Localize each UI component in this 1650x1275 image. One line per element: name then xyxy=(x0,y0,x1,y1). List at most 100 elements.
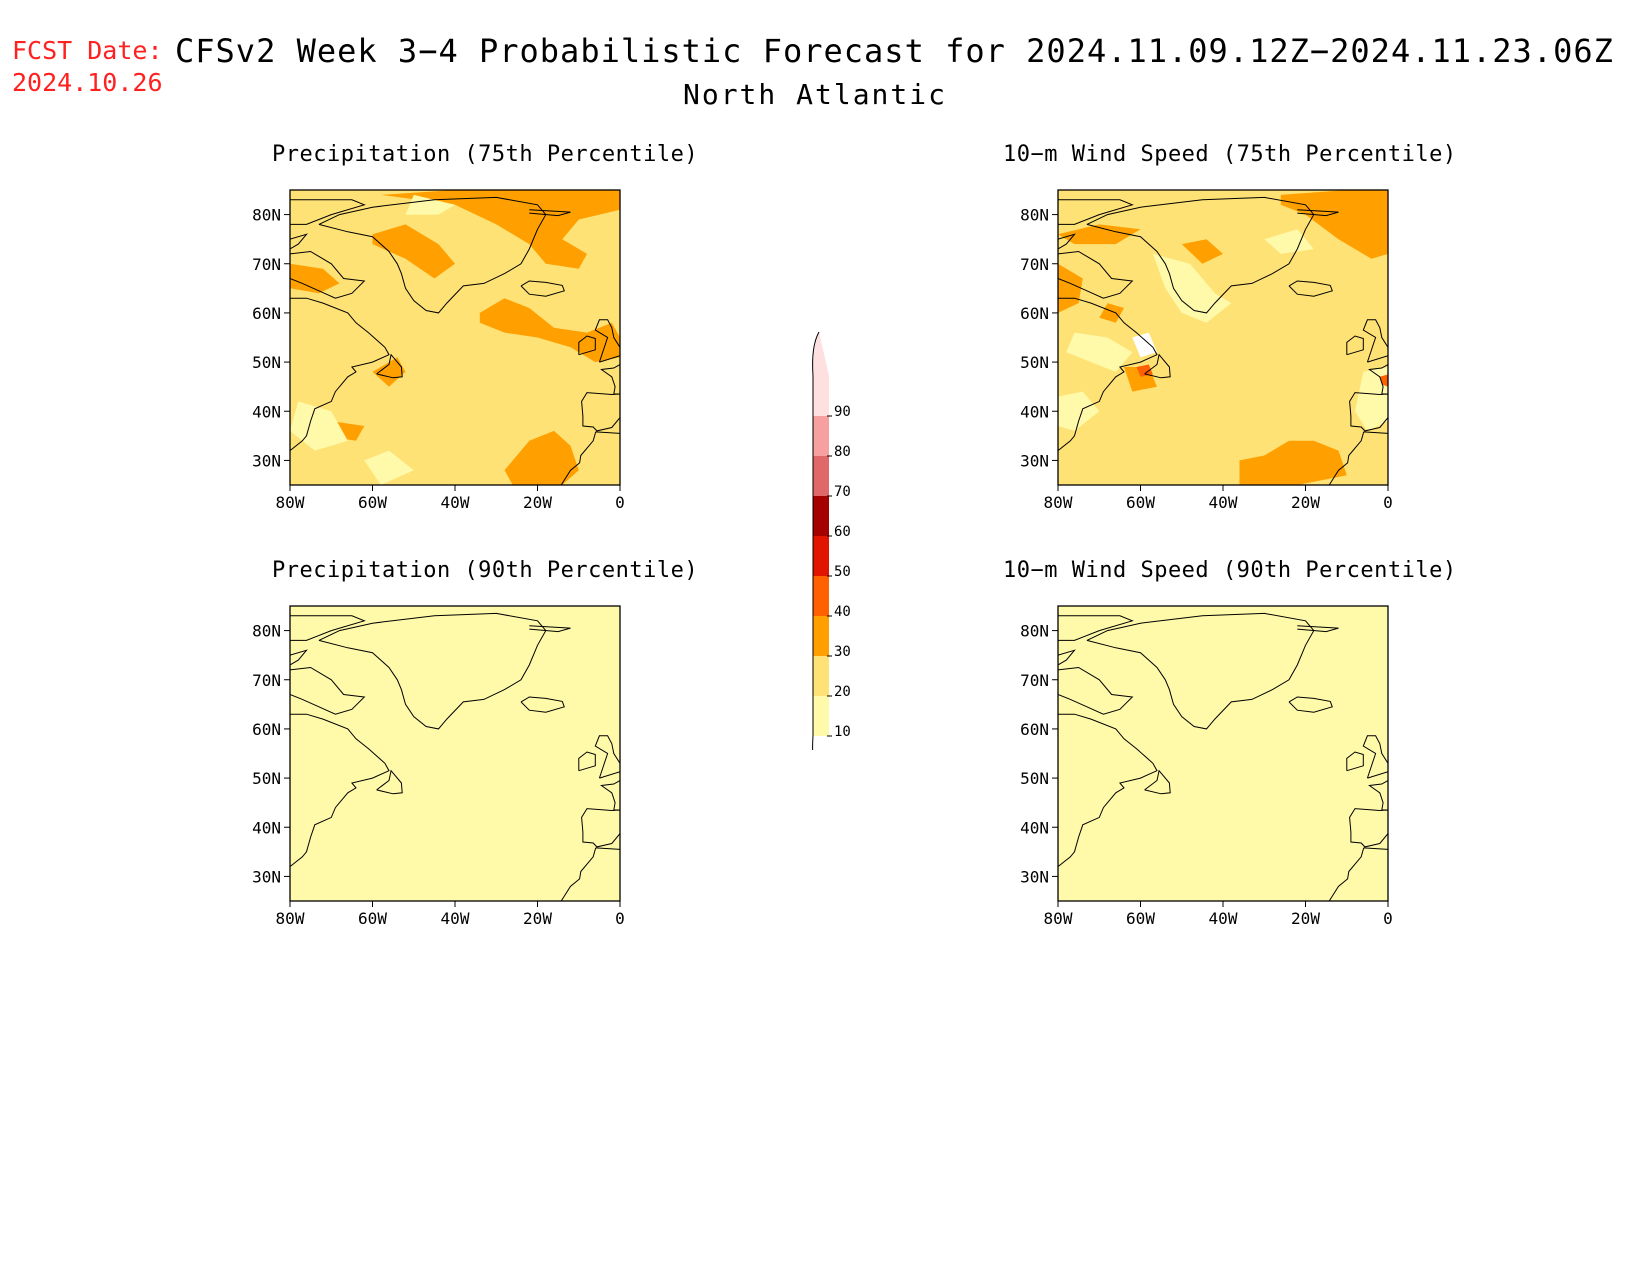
coastline xyxy=(1328,431,1388,485)
prob-below-area xyxy=(1132,332,1157,358)
colorbar-top-cap xyxy=(813,332,829,376)
lon-label: 60W xyxy=(1126,909,1155,928)
prob-10-area xyxy=(1058,851,1100,892)
coastline xyxy=(600,780,620,811)
prob-10-area xyxy=(1058,719,1083,828)
lon-label: 0 xyxy=(1383,909,1393,928)
fcst-date-label: FCST Date: xyxy=(12,36,163,65)
lon-label: 0 xyxy=(1383,493,1393,512)
lon-label: 20W xyxy=(1291,909,1320,928)
colorbar-label: 10 xyxy=(834,724,851,740)
lat-label: 60N xyxy=(1020,304,1049,323)
coastline xyxy=(1144,769,1171,795)
lat-label: 80N xyxy=(1020,206,1049,225)
colorbar-cap-edge xyxy=(812,331,820,377)
prob-30-area xyxy=(479,298,620,363)
lon-label: 20W xyxy=(523,493,552,512)
prob-10-area xyxy=(488,674,587,729)
coastline xyxy=(578,335,596,356)
lat-label: 40N xyxy=(252,402,281,421)
lat-label: 80N xyxy=(252,622,281,641)
lat-label: 80N xyxy=(252,206,281,225)
colorbar-bottom-cap xyxy=(812,735,814,750)
colorbar-label: 20 xyxy=(834,684,851,700)
colorbar-swatch-20 xyxy=(813,656,829,696)
map-precip-75: 80N 70N 60N 50N 40N 30N 80W 60W 40W 20W 0 xyxy=(252,189,625,512)
prob-10-area xyxy=(1206,630,1314,665)
colorbar-label: 70 xyxy=(834,484,851,500)
colorbar-swatch-70 xyxy=(813,456,829,496)
coastline xyxy=(318,612,547,730)
colorbar-label: 30 xyxy=(834,644,851,660)
prob-10-area xyxy=(1058,391,1100,431)
coastline xyxy=(520,280,565,297)
coastline xyxy=(1328,847,1388,901)
prob-10-area xyxy=(521,743,620,877)
prob-30-area xyxy=(372,357,406,387)
prob-30-area xyxy=(1181,239,1223,264)
lon-label: 40W xyxy=(1209,909,1238,928)
coastline xyxy=(290,233,308,250)
map-wind-75: 80N 70N 60N 50N 40N 30N 80W 60W 40W 20W 0 xyxy=(1020,189,1393,512)
colorbar-swatch-40 xyxy=(813,576,829,616)
coastline xyxy=(1058,615,1134,641)
coastline xyxy=(290,250,366,299)
prob-10-area xyxy=(290,738,373,828)
lat-label: 40N xyxy=(1020,818,1049,837)
lat-label: 50N xyxy=(1020,353,1049,372)
coastline xyxy=(1297,209,1339,217)
coastline xyxy=(560,431,620,485)
coastline xyxy=(1346,335,1364,356)
coastline xyxy=(290,666,366,715)
coastline xyxy=(1058,666,1134,715)
panel-title-precip-90: Precipitation (90th Percentile) xyxy=(272,558,699,583)
prob-10-area xyxy=(1231,738,1273,769)
lat-label: 70N xyxy=(1020,255,1049,274)
lat-label: 50N xyxy=(252,769,281,788)
lat-label: 40N xyxy=(252,818,281,837)
coastline xyxy=(290,649,308,666)
coastline xyxy=(1144,353,1171,379)
map-wind-90: 80N 70N 60N 50N 40N 30N 80W 60W 40W 20W 0 xyxy=(1020,605,1393,928)
coastline xyxy=(578,751,596,772)
coastline xyxy=(1288,280,1333,297)
colorbar-label: 80 xyxy=(834,444,851,460)
coastline xyxy=(1058,199,1134,225)
prob-30-area xyxy=(290,263,340,294)
coastline xyxy=(1368,364,1388,395)
coastline xyxy=(600,364,620,395)
prob-10-area xyxy=(290,660,414,720)
coastline xyxy=(1058,233,1076,250)
coastline xyxy=(1086,196,1315,314)
coastline xyxy=(560,847,620,901)
lat-label: 80N xyxy=(1020,622,1049,641)
coastline xyxy=(581,808,620,848)
lat-label: 40N xyxy=(1020,402,1049,421)
colorbar-legend: 10 20 30 40 50 60 70 80 90 xyxy=(812,331,851,750)
lon-label: 40W xyxy=(441,909,470,928)
colorbar-swatch-50 xyxy=(813,536,829,576)
coastline xyxy=(529,625,571,633)
lat-label: 30N xyxy=(1020,451,1049,470)
coastline xyxy=(1058,250,1134,299)
lat-label: 30N xyxy=(252,867,281,886)
colorbar-label: 90 xyxy=(834,404,851,420)
prob-10-area xyxy=(306,851,348,877)
prob-10-area xyxy=(488,797,546,847)
lat-label: 60N xyxy=(252,304,281,323)
coastline xyxy=(581,392,620,432)
lat-label: 50N xyxy=(1020,769,1049,788)
prob-10-area xyxy=(1058,630,1157,680)
coastline xyxy=(1058,297,1158,452)
coastline xyxy=(1349,392,1388,432)
coastline xyxy=(318,196,547,314)
coastline xyxy=(290,199,366,225)
lat-label: 50N xyxy=(252,353,281,372)
prob-10-area xyxy=(1330,748,1388,862)
lon-label: 0 xyxy=(615,909,625,928)
lat-label: 60N xyxy=(1020,720,1049,739)
coastline xyxy=(290,615,366,641)
coastline xyxy=(594,319,620,363)
panel-title-wind-90: 10−m Wind Speed (90th Percentile) xyxy=(1003,558,1457,583)
lon-label: 0 xyxy=(615,493,625,512)
